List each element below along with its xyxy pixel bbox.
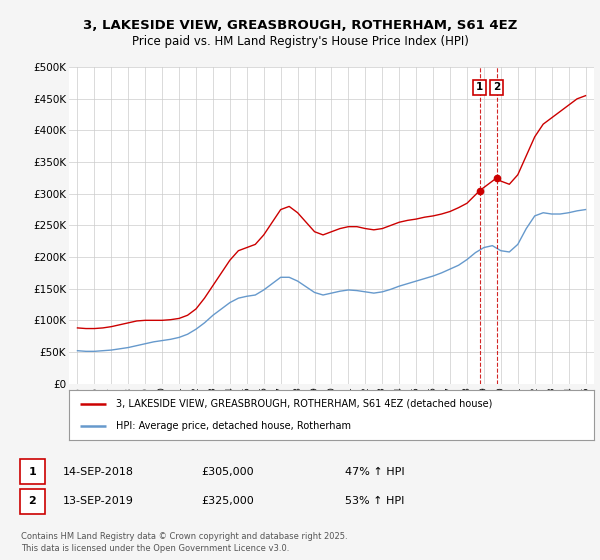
Text: 14-SEP-2018: 14-SEP-2018 <box>63 466 134 477</box>
Text: 2: 2 <box>493 82 500 92</box>
Text: 13-SEP-2019: 13-SEP-2019 <box>63 496 134 506</box>
Text: 53% ↑ HPI: 53% ↑ HPI <box>345 496 404 506</box>
Text: Price paid vs. HM Land Registry's House Price Index (HPI): Price paid vs. HM Land Registry's House … <box>131 35 469 49</box>
Text: Contains HM Land Registry data © Crown copyright and database right 2025.
This d: Contains HM Land Registry data © Crown c… <box>21 533 347 553</box>
Text: £305,000: £305,000 <box>201 466 254 477</box>
Text: £325,000: £325,000 <box>201 496 254 506</box>
Text: 2: 2 <box>29 496 36 506</box>
Text: 1: 1 <box>476 82 484 92</box>
Text: 47% ↑ HPI: 47% ↑ HPI <box>345 466 404 477</box>
Text: HPI: Average price, detached house, Rotherham: HPI: Average price, detached house, Roth… <box>116 421 351 431</box>
Text: 1: 1 <box>29 466 36 477</box>
Text: 3, LAKESIDE VIEW, GREASBROUGH, ROTHERHAM, S61 4EZ: 3, LAKESIDE VIEW, GREASBROUGH, ROTHERHAM… <box>83 18 517 32</box>
Text: 3, LAKESIDE VIEW, GREASBROUGH, ROTHERHAM, S61 4EZ (detached house): 3, LAKESIDE VIEW, GREASBROUGH, ROTHERHAM… <box>116 399 493 409</box>
